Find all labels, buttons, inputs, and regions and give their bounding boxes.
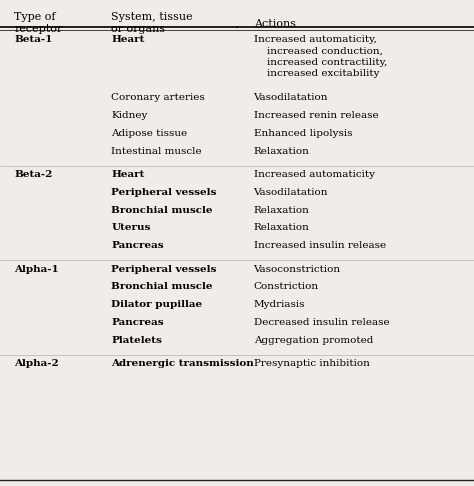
Text: Bronchial muscle: Bronchial muscle	[111, 206, 213, 215]
Text: Kidney: Kidney	[111, 111, 148, 120]
Text: Enhanced lipolysis: Enhanced lipolysis	[254, 129, 352, 138]
Text: Pancreas: Pancreas	[111, 318, 164, 327]
Text: Relaxation: Relaxation	[254, 206, 310, 215]
Text: Adipose tissue: Adipose tissue	[111, 129, 188, 138]
Text: Vasoconstriction: Vasoconstriction	[254, 264, 341, 274]
Text: Heart: Heart	[111, 35, 145, 45]
Text: Uterus: Uterus	[111, 224, 151, 232]
Text: Relaxation: Relaxation	[254, 224, 310, 232]
Text: Adrenergic transmission: Adrenergic transmission	[111, 359, 254, 368]
Text: Vasodilatation: Vasodilatation	[254, 188, 328, 197]
Text: .: .	[235, 17, 239, 31]
Text: Mydriasis: Mydriasis	[254, 300, 305, 309]
Text: Vasodilatation: Vasodilatation	[254, 93, 328, 103]
Text: Beta-1: Beta-1	[14, 35, 53, 45]
Text: Presynaptic inhibition: Presynaptic inhibition	[254, 359, 369, 368]
Text: Intestinal muscle: Intestinal muscle	[111, 147, 202, 156]
Text: Increased automaticity: Increased automaticity	[254, 170, 374, 179]
Text: Decreased insulin release: Decreased insulin release	[254, 318, 389, 327]
Text: Increased renin release: Increased renin release	[254, 111, 378, 120]
Text: Peripheral vessels: Peripheral vessels	[111, 188, 217, 197]
Text: Aggregation promoted: Aggregation promoted	[254, 335, 373, 345]
Text: Beta-2: Beta-2	[14, 170, 53, 179]
Text: Alpha-2: Alpha-2	[14, 359, 59, 368]
Text: Coronary arteries: Coronary arteries	[111, 93, 205, 103]
Text: Dilator pupillae: Dilator pupillae	[111, 300, 202, 309]
Text: System, tissue
or organs: System, tissue or organs	[111, 12, 193, 34]
Text: Actions: Actions	[254, 19, 296, 29]
Text: Heart: Heart	[111, 170, 145, 179]
Text: Increased automaticity,
    increased conduction,
    increased contractility,
 : Increased automaticity, increased conduc…	[254, 35, 387, 78]
Text: Constriction: Constriction	[254, 282, 319, 292]
Text: Platelets: Platelets	[111, 335, 162, 345]
Text: Type of
receptor: Type of receptor	[14, 12, 63, 34]
Text: Pancreas: Pancreas	[111, 241, 164, 250]
Text: Bronchial muscle: Bronchial muscle	[111, 282, 213, 292]
Text: Relaxation: Relaxation	[254, 147, 310, 156]
Text: Peripheral vessels: Peripheral vessels	[111, 264, 217, 274]
Text: Increased insulin release: Increased insulin release	[254, 241, 386, 250]
Text: Alpha-1: Alpha-1	[14, 264, 59, 274]
